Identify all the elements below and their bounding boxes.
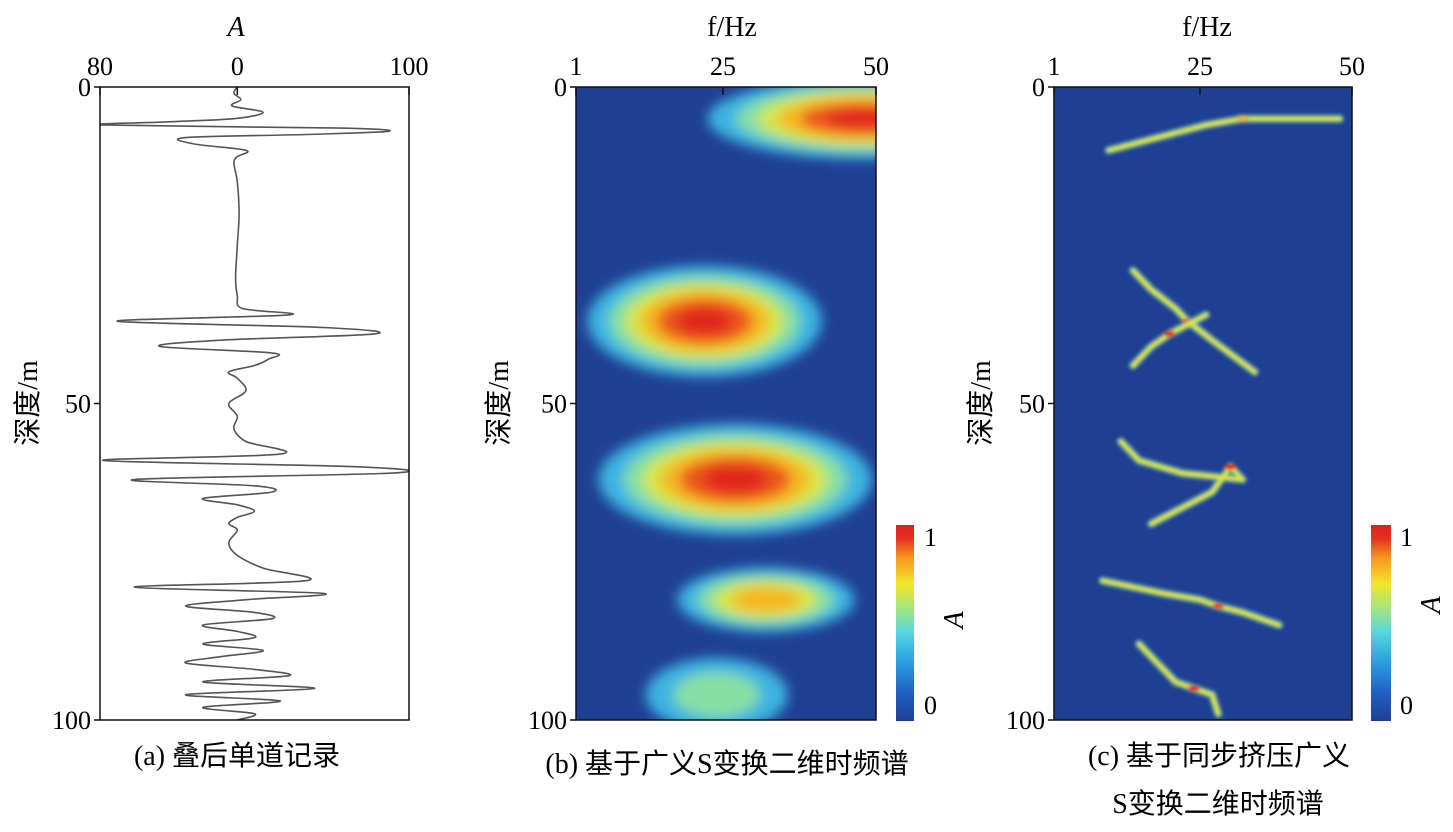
panel-b-xtick-label: 25 [710,52,736,81]
panel-b-energy-blob [707,87,876,160]
panel-c-caption-line1: (c) 基于同步挤压广义 [1088,740,1350,772]
panel-c-energy-ridge [1104,114,1345,155]
panel-b-energy-blob [598,423,872,536]
panel-a-ytick-label: 0 [78,73,91,102]
panel-c: 1 25 50 0 50 100 f/Hz 深度/m (c) 基于同步挤压广义 S变换二维… [965,12,1447,820]
panel-c-energy-ridge [1098,576,1284,630]
panel-a-ytick-label: 50 [65,390,91,419]
panel-b-colorbar-max: 1 [924,523,937,552]
panel-b-xtick-label: 50 [863,52,889,81]
panel-a-caption: (a) 叠后单道记录 [134,740,340,772]
panel-c-caption-line2: S变换二维时频谱 [1112,788,1324,820]
panel-b-colorbar [896,525,914,721]
panel-c-energy-ridge [1116,437,1247,529]
panel-c-xlabel: f/Hz [1182,12,1232,43]
panel-c-ylabel: 深度/m [965,360,997,446]
panel-a-ylabel: 深度/m [12,360,44,446]
panel-c-xtick-label: 50 [1339,52,1365,81]
panel-a-xtick-label: 100 [390,52,429,81]
panel-b-xtick-label: 1 [570,52,583,81]
panel-c-xtick-label: 1 [1048,52,1061,81]
panel-c-energy-ridge [1134,639,1223,719]
panel-b: 1 25 50 0 50 100 f/Hz 深度/m (b) 基于广义S变换二维时频谱 1… [483,12,970,780]
panel-a-ytick-label: 100 [52,706,91,735]
panel-c-energy-ridge [1128,310,1211,370]
panel-c-xtick-label: 25 [1187,52,1213,81]
panel-c-ytick-label: 50 [1019,390,1045,419]
panel-b-xlabel: f/Hz [707,12,757,43]
panel-c-ytick-label: 0 [1032,73,1045,102]
panel-a-xlabel: A [225,12,245,43]
panel-b-ytick-label: 50 [541,390,567,419]
panel-b-energy-blob [645,657,788,720]
panel-a-frame [99,86,410,721]
panel-c-colorbar-label: A [1416,596,1447,616]
panel-b-colorbar-label: A [939,611,970,631]
panel-b-ytick-label: 100 [528,706,567,735]
panel-b-ylabel: 深度/m [483,360,515,446]
panel-c-colorbar [1371,525,1391,721]
panel-a-trace [100,87,409,720]
panel-b-energy-blob [677,567,855,632]
panel-a-xtick-label: 0 [231,52,244,81]
panel-c-background [1054,87,1352,720]
panel-c-colorbar-min: 0 [1400,691,1413,720]
panel-a-xtick-label: 80 [87,52,113,81]
panel-c-colorbar-max: 1 [1400,523,1413,552]
panel-b-ytick-label: 0 [554,73,567,102]
panel-c-ytick-label: 100 [1006,706,1045,735]
panel-b-energy-blob [587,265,822,377]
panel-b-caption: (b) 基于广义S变换二维时频谱 [545,748,908,780]
panel-b-colorbar-min: 0 [924,691,937,720]
